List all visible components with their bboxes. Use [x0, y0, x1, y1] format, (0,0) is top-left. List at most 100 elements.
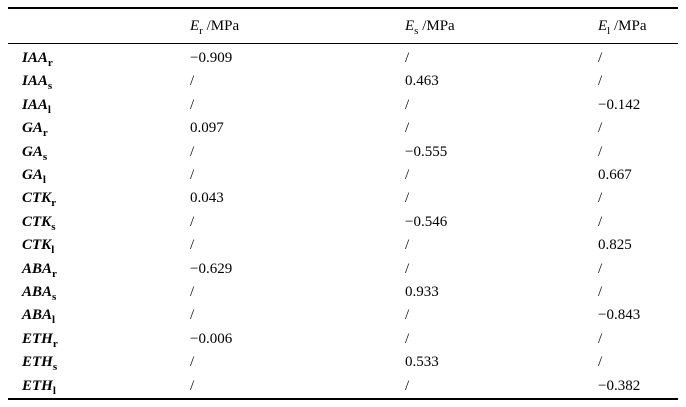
table-row: IAAl / / −0.142: [8, 94, 678, 117]
cell-es: /: [405, 377, 410, 394]
modulus-unit: /MPa: [418, 17, 455, 34]
modulus-symbol: E: [405, 17, 415, 34]
cell-el: /: [598, 190, 603, 207]
table-body: IAAr −0.909 / / IAAs / 0.463 / IAAl / / …: [8, 44, 678, 400]
hormone-name: ABA: [22, 307, 53, 324]
organ-subscript: r: [47, 57, 53, 69]
hormone-name: ETH: [22, 354, 53, 371]
cell-er: −0.909: [190, 50, 233, 66]
table-row: GAs / −0.555 /: [8, 141, 678, 164]
cell-el: /: [598, 143, 603, 160]
organ-subscript: r: [51, 197, 57, 210]
organ-subscript: s: [47, 80, 53, 93]
organ-subscript: l: [52, 314, 56, 327]
cell-er: −0.629: [190, 260, 233, 277]
row-label: ABAs: [8, 281, 190, 304]
cell-es: /: [405, 167, 410, 184]
cell-es: /: [405, 96, 410, 113]
row-label: CTKr: [8, 187, 190, 210]
cell-er: /: [190, 143, 195, 160]
hormone-name: ETH: [22, 377, 53, 394]
organ-subscript: s: [52, 291, 57, 304]
table-row: ABAs / 0.933 /: [8, 281, 678, 304]
modulus-subscript: r: [199, 24, 203, 37]
row-label: ETHr: [8, 328, 190, 351]
organ-subscript: l: [51, 244, 55, 257]
cell-er: /: [190, 96, 195, 113]
cell-el: /: [598, 73, 603, 90]
cell-el: −0.382: [598, 377, 641, 394]
modulus-symbol: E: [190, 17, 200, 34]
cell-es: −0.546: [405, 213, 448, 230]
hormone-name: ABA: [22, 284, 53, 301]
organ-subscript: l: [42, 174, 46, 187]
cell-es: /: [405, 330, 410, 347]
cell-el: 0.667: [598, 167, 632, 184]
cell-el: /: [598, 284, 603, 301]
cell-er: /: [190, 167, 195, 184]
modulus-subscript: l: [607, 24, 611, 37]
cell-es: /: [405, 260, 410, 277]
header-blank-cell: [8, 8, 190, 44]
cell-er: /: [190, 237, 195, 254]
column-header-er: Er /MPa: [190, 8, 405, 44]
table-row: IAAr −0.909 / /: [8, 44, 678, 71]
cell-es: /: [405, 50, 410, 66]
cell-el: 0.825: [598, 237, 632, 254]
cell-er: /: [190, 354, 195, 371]
organ-subscript: r: [52, 267, 57, 280]
hormone-modulus-table: Er /MPa Es /MPa El /MPa IAAr −0.909 / / …: [8, 7, 678, 401]
modulus-subscript: s: [414, 24, 419, 37]
row-label: IAAs: [8, 70, 190, 93]
table-header: Er /MPa Es /MPa El /MPa: [8, 8, 678, 44]
organ-subscript: s: [42, 150, 48, 163]
cell-es: /: [405, 120, 410, 137]
hormone-name: GA: [22, 143, 43, 160]
table-row: CTKs / −0.546 /: [8, 211, 678, 234]
table-row: ETHl / / −0.382: [8, 375, 678, 399]
cell-er: 0.043: [190, 190, 224, 207]
hormone-name: GA: [22, 120, 43, 137]
modulus-unit: /MPa: [202, 17, 240, 34]
table-container: Er /MPa Es /MPa El /MPa IAAr −0.909 / / …: [8, 7, 678, 401]
row-label: ETHl: [8, 375, 190, 399]
table-row: ETHr −0.006 / /: [8, 328, 678, 351]
column-header-es: Es /MPa: [405, 8, 598, 44]
cell-el: /: [598, 330, 603, 347]
row-label: GAr: [8, 117, 190, 140]
cell-el: /: [598, 260, 603, 277]
cell-el: /: [598, 213, 603, 230]
hormone-name: IAA: [22, 50, 48, 66]
row-label: GAs: [8, 141, 190, 164]
modulus-unit: /MPa: [610, 17, 647, 34]
row-label: ABAr: [8, 258, 190, 281]
cell-er: /: [190, 213, 195, 230]
row-label: ETHs: [8, 351, 190, 374]
hormone-name: ABA: [22, 260, 53, 277]
cell-er: −0.006: [190, 330, 233, 347]
hormone-name: ETH: [22, 330, 53, 347]
cell-es: /: [405, 307, 410, 324]
table-row: CTKr 0.043 / /: [8, 187, 678, 210]
table-row: GAl / / 0.667: [8, 164, 678, 187]
column-header-el: El /MPa: [598, 8, 678, 44]
table-row: IAAs / 0.463 /: [8, 70, 678, 93]
organ-subscript: s: [51, 220, 56, 233]
cell-er: /: [190, 73, 195, 90]
cell-er: 0.097: [190, 120, 224, 137]
cell-es: 0.463: [405, 73, 439, 90]
cell-el: /: [598, 50, 603, 66]
header-row: Er /MPa Es /MPa El /MPa: [8, 8, 678, 44]
organ-subscript: r: [52, 337, 58, 350]
hormone-name: CTK: [22, 237, 52, 254]
row-label: CTKl: [8, 234, 190, 257]
hormone-name: GA: [22, 167, 43, 184]
hormone-name: CTK: [22, 190, 52, 207]
row-label: IAAr: [8, 44, 190, 71]
organ-subscript: s: [52, 361, 58, 374]
cell-es: /: [405, 190, 410, 207]
cell-el: /: [598, 354, 603, 371]
cell-er: /: [190, 377, 195, 394]
row-label: IAAl: [8, 94, 190, 117]
hormone-name: IAA: [22, 96, 48, 113]
